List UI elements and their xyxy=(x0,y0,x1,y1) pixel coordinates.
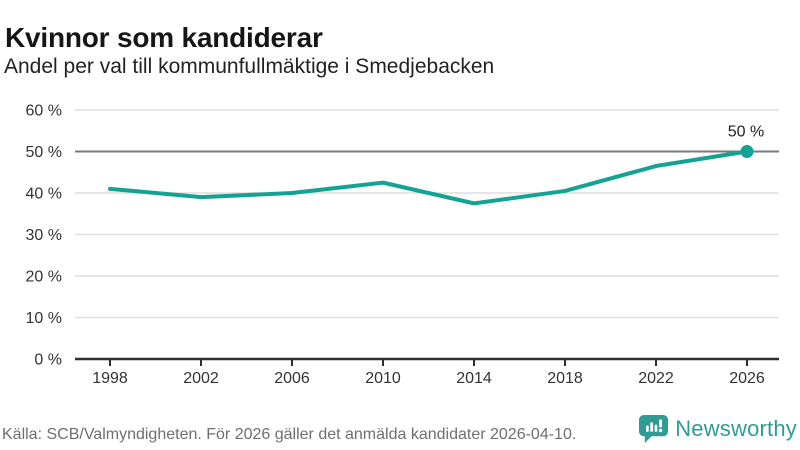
x-tick-label: 1998 xyxy=(92,370,128,387)
y-tick-label: 10 % xyxy=(26,310,62,327)
newsworthy-logo: Newsworthy xyxy=(638,414,797,444)
page-title: Kvinnor som kandiderar xyxy=(5,21,323,53)
x-tick-label: 2022 xyxy=(638,370,674,387)
newsworthy-wordmark: Newsworthy xyxy=(675,416,797,441)
chart-subtitle: Andel per val till kommunfullmäktige i S… xyxy=(4,55,495,78)
x-tick-label: 2006 xyxy=(274,370,310,387)
y-tick-label: 40 % xyxy=(26,186,62,203)
y-tick-label: 50 % xyxy=(26,144,62,161)
end-point-marker xyxy=(740,145,754,158)
y-tick-label: 20 % xyxy=(26,269,62,286)
x-tick-label: 2002 xyxy=(183,370,219,387)
y-tick-label: 0 % xyxy=(34,352,62,369)
x-tick-label: 2026 xyxy=(729,370,765,387)
line-chart: 0 % 10 % 20 % 30 % 40 % 50 % 60 % 1998 2002 2006 2… xyxy=(26,103,779,387)
y-tick-label: 30 % xyxy=(26,227,62,244)
x-tick-label: 2010 xyxy=(365,370,401,387)
x-tick-label: 2014 xyxy=(456,370,492,387)
series-line xyxy=(108,149,749,206)
x-tick-label: 2018 xyxy=(547,370,583,387)
source-note: Källa: SCB/Valmyndigheten. För 2026 gäll… xyxy=(2,426,577,443)
end-point-label: 50 % xyxy=(728,124,764,141)
newsworthy-bubble-chart-icon xyxy=(639,414,669,444)
y-tick-label: 60 % xyxy=(26,103,62,120)
